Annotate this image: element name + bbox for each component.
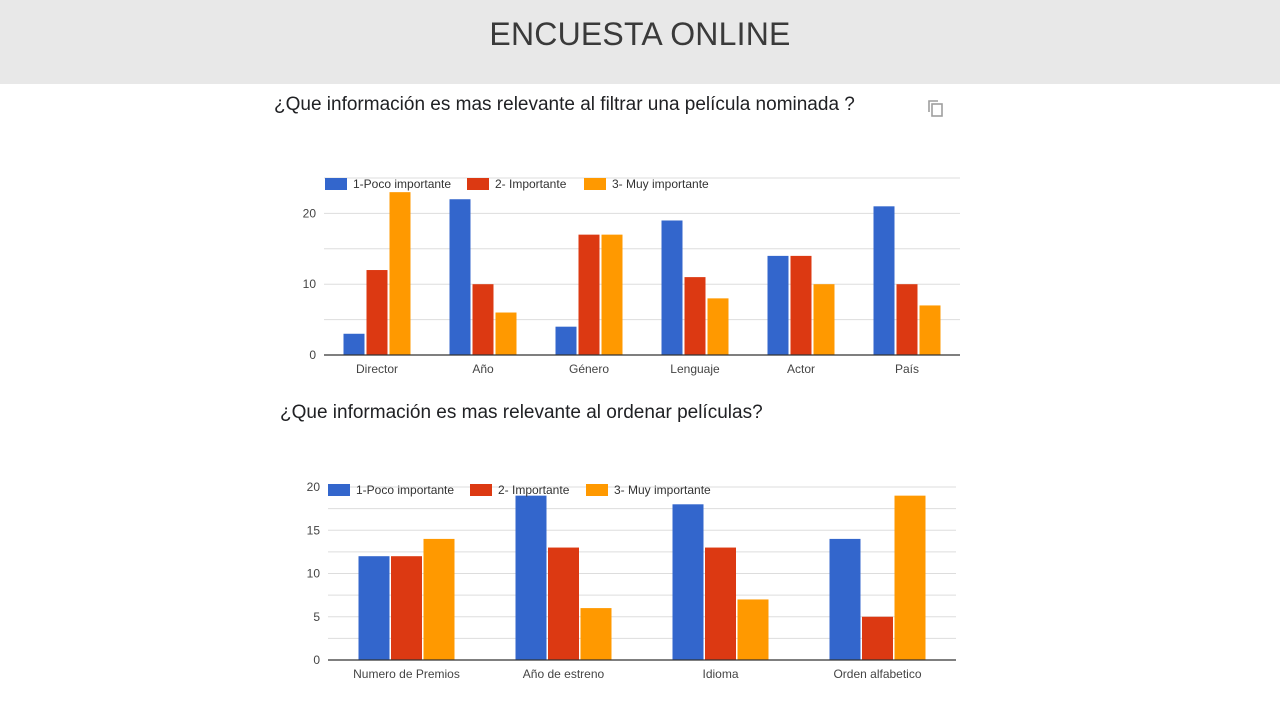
bar-2	[790, 255, 812, 355]
copy-icon[interactable]	[926, 98, 946, 118]
bar-3	[580, 608, 612, 660]
legend-swatch-2	[470, 484, 492, 496]
bar-3	[423, 538, 455, 660]
bar-2	[366, 270, 388, 355]
y-tick-label: 5	[313, 610, 320, 624]
legend-label-2: 2- Importante	[495, 177, 567, 191]
bar-3	[389, 192, 411, 355]
bar-3	[813, 284, 835, 355]
bar-2	[862, 616, 893, 660]
bar-3	[894, 495, 926, 660]
chart-1-title: ¿Que información es mas relevante al fil…	[274, 94, 855, 115]
bar-1	[555, 326, 577, 355]
legend-swatch-1	[328, 484, 350, 496]
bar-1	[515, 495, 547, 660]
y-tick-label: 10	[303, 277, 317, 291]
bar-2	[896, 284, 918, 355]
x-category-label: Orden alfabetico	[833, 667, 921, 681]
chart-2-title: ¿Que información es mas relevante al ord…	[280, 402, 763, 423]
y-tick-label: 20	[307, 480, 321, 494]
bar-3	[919, 305, 941, 355]
bar-1	[829, 538, 861, 660]
bar-1	[449, 199, 471, 355]
bar-3	[707, 298, 729, 355]
bar-1	[767, 255, 789, 355]
bar-2	[705, 547, 736, 660]
x-category-label: Idioma	[702, 667, 738, 681]
bar-2	[391, 556, 422, 660]
bar-2	[548, 547, 579, 660]
x-category-label: Director	[356, 362, 398, 376]
legend-label-3: 3- Muy importante	[612, 177, 709, 191]
y-tick-label: 15	[307, 523, 321, 537]
x-category-label: Numero de Premios	[353, 667, 460, 681]
legend-label-3: 3- Muy importante	[614, 483, 711, 497]
bar-3	[601, 234, 623, 355]
legend-label-1: 1-Poco importante	[356, 483, 454, 497]
x-category-label: Actor	[787, 362, 815, 376]
bar-2	[684, 277, 706, 355]
legend-swatch-3	[586, 484, 608, 496]
bar-1	[873, 206, 895, 355]
bar-1	[358, 556, 390, 660]
y-tick-label: 0	[313, 653, 320, 667]
bar-1	[343, 333, 365, 355]
y-tick-label: 20	[303, 206, 317, 220]
bar-2	[578, 234, 600, 355]
bar-1	[661, 220, 683, 355]
legend-label-2: 2- Importante	[498, 483, 570, 497]
x-category-label: Año	[472, 362, 494, 376]
x-category-label: Género	[569, 362, 609, 376]
bar-3	[737, 599, 769, 660]
x-category-label: Lenguaje	[670, 362, 720, 376]
x-category-label: Año de estreno	[523, 667, 605, 681]
legend-swatch-1	[325, 178, 347, 190]
page-title: ENCUESTA ONLINE	[489, 16, 791, 52]
legend-swatch-3	[584, 178, 606, 190]
y-tick-label: 0	[309, 348, 316, 362]
y-tick-label: 10	[307, 567, 321, 581]
header-bar: ENCUESTA ONLINE	[0, 0, 1280, 84]
bar-2	[472, 284, 494, 355]
legend-swatch-2	[467, 178, 489, 190]
bar-1	[672, 504, 704, 660]
x-category-label: País	[895, 362, 919, 376]
legend-label-1: 1-Poco importante	[353, 177, 451, 191]
bar-3	[495, 312, 517, 355]
